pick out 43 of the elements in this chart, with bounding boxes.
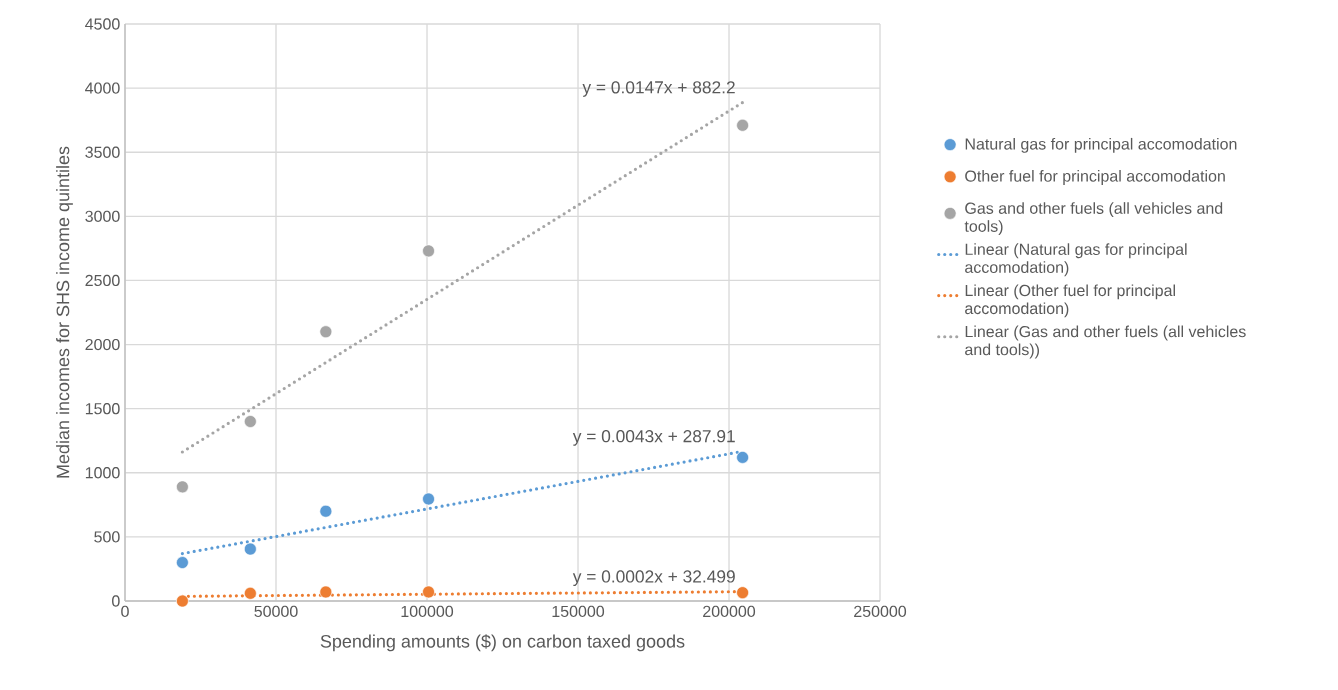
x-tick-label: 100000 bbox=[401, 605, 454, 618]
point bbox=[422, 244, 435, 258]
y-tick-label: 4500 bbox=[85, 18, 120, 30]
y-tick-label: 0 bbox=[112, 595, 120, 607]
y-tick-label: 1000 bbox=[85, 467, 120, 479]
legend-label: Other fuel for principal accomodation bbox=[965, 170, 1225, 185]
y-tick-label: 2500 bbox=[85, 274, 120, 287]
legend-label: Natural gas for principal accomodation bbox=[965, 137, 1237, 153]
line-series bbox=[180, 100, 745, 454]
point bbox=[176, 480, 189, 494]
annotation: y = 0.0043x + 287.91 bbox=[572, 430, 735, 446]
point bbox=[422, 585, 435, 599]
point bbox=[319, 585, 333, 599]
y-tick-label: 4000 bbox=[85, 82, 120, 94]
x-tick-label: 150000 bbox=[552, 605, 605, 618]
x-axis-title: Spending amounts ($) on carbon taxed goods bbox=[320, 634, 685, 652]
point bbox=[176, 556, 189, 569]
legend-label: Linear (Other fuel for principal accomodation) bbox=[965, 284, 1175, 318]
point bbox=[319, 325, 333, 339]
y-tick-label: 500 bbox=[94, 531, 120, 543]
y-axis-title: Median incomes for SHS income quintiles bbox=[56, 146, 73, 478]
point bbox=[422, 492, 435, 506]
point bbox=[243, 415, 257, 428]
x-tick-label: 50000 bbox=[254, 605, 298, 618]
x-tick-label: 200000 bbox=[703, 605, 756, 618]
x-tick-label: 0 bbox=[121, 605, 129, 618]
point bbox=[176, 594, 189, 608]
y-tick-label: 2000 bbox=[85, 338, 120, 351]
point bbox=[736, 118, 749, 132]
point bbox=[319, 504, 333, 518]
legend-label: Linear (Gas and other fuels (all vehicles and tools)) bbox=[965, 325, 1246, 359]
legend-label: Linear (Natural gas for principal accomodation) bbox=[965, 243, 1187, 277]
point bbox=[243, 542, 257, 556]
annotation: y = 0.0002x + 32.499 bbox=[572, 570, 735, 587]
x-tick-label: 250000 bbox=[854, 605, 907, 618]
y-tick-label: 3000 bbox=[85, 210, 120, 222]
y-tick-label: 1500 bbox=[85, 403, 120, 415]
y-tick-label: 3500 bbox=[85, 146, 120, 158]
point bbox=[736, 451, 749, 464]
legend-label: Gas and other fuels (all vehicles and tools) bbox=[964, 202, 1223, 236]
annotation: y = 0.0147x + 882.2 bbox=[582, 81, 735, 97]
point bbox=[736, 586, 749, 599]
point bbox=[243, 586, 257, 600]
